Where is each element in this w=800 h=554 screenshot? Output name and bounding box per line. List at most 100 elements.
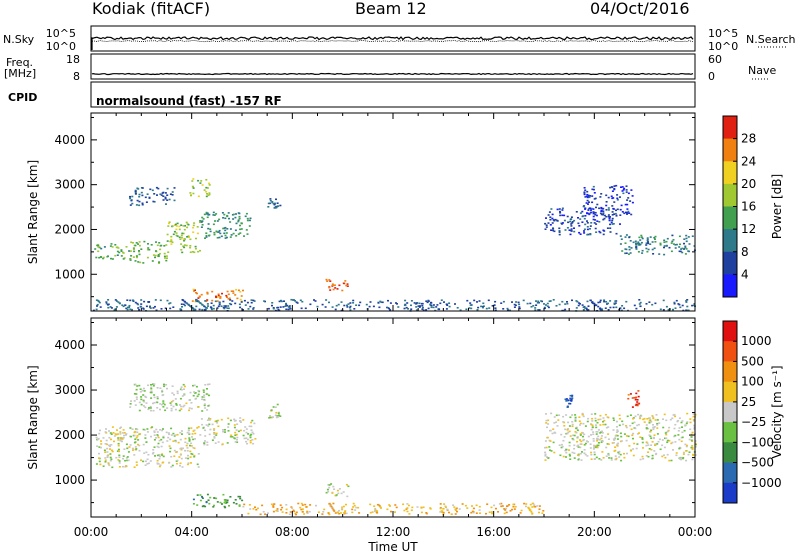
data-cell bbox=[201, 308, 204, 311]
data-cell bbox=[435, 306, 438, 308]
data-cell bbox=[615, 184, 618, 187]
data-cell bbox=[158, 262, 160, 264]
data-cell bbox=[129, 444, 132, 446]
data-cell bbox=[690, 433, 693, 436]
data-cell bbox=[592, 433, 595, 436]
data-cell bbox=[249, 436, 252, 439]
data-cell bbox=[201, 184, 204, 186]
data-cell bbox=[246, 233, 249, 235]
data-cell bbox=[280, 299, 282, 302]
data-cell bbox=[211, 299, 214, 302]
data-cell bbox=[112, 432, 115, 434]
data-cell bbox=[204, 407, 207, 409]
y-tick-label: 1000 bbox=[54, 267, 85, 281]
data-cell bbox=[591, 420, 594, 422]
data-cell bbox=[345, 503, 347, 506]
data-cell bbox=[197, 453, 200, 455]
data-cell bbox=[594, 211, 597, 214]
data-cell bbox=[586, 309, 589, 311]
data-cell bbox=[571, 395, 574, 398]
data-cell bbox=[232, 218, 235, 220]
data-cell bbox=[330, 506, 333, 508]
data-cell bbox=[595, 206, 597, 209]
data-cell bbox=[565, 432, 568, 435]
data-cell bbox=[158, 261, 161, 263]
data-cell bbox=[681, 426, 683, 428]
data-cell bbox=[224, 500, 227, 502]
data-cell bbox=[593, 444, 596, 447]
data-cell bbox=[336, 489, 339, 492]
data-cell bbox=[562, 455, 565, 458]
data-cell bbox=[534, 307, 537, 309]
data-cell bbox=[595, 431, 598, 433]
data-cell bbox=[626, 199, 629, 201]
data-cell bbox=[595, 231, 598, 233]
data-cell bbox=[155, 309, 158, 312]
data-cell bbox=[584, 215, 587, 217]
data-cell bbox=[328, 279, 331, 281]
data-cell bbox=[216, 422, 219, 424]
data-cell bbox=[590, 458, 593, 460]
data-cell bbox=[165, 203, 167, 205]
data-cell bbox=[549, 224, 552, 226]
data-cell bbox=[595, 426, 598, 429]
data-cell bbox=[108, 436, 111, 439]
data-cell bbox=[189, 450, 192, 453]
data-cell bbox=[554, 218, 557, 221]
y-tick-label: 4000 bbox=[54, 133, 85, 147]
data-cell bbox=[205, 393, 208, 395]
data-cell bbox=[579, 433, 582, 435]
data-cell bbox=[589, 225, 592, 227]
data-cell bbox=[425, 309, 428, 311]
data-cell bbox=[203, 442, 206, 444]
data-cell bbox=[577, 457, 580, 460]
data-cell bbox=[661, 444, 664, 447]
data-cell bbox=[357, 506, 360, 509]
data-cell bbox=[181, 466, 184, 468]
data-cell bbox=[182, 225, 185, 227]
data-cell bbox=[416, 506, 419, 508]
data-cell bbox=[254, 506, 256, 508]
data-cell bbox=[122, 252, 125, 254]
data-cell bbox=[605, 426, 608, 429]
data-cell bbox=[169, 438, 172, 441]
data-cell bbox=[235, 288, 238, 291]
data-cell bbox=[594, 413, 597, 415]
data-cell bbox=[251, 439, 254, 441]
data-cell bbox=[639, 417, 642, 420]
data-cell bbox=[612, 208, 615, 210]
data-cell bbox=[286, 304, 289, 307]
data-cell bbox=[355, 506, 358, 509]
colorbar-segment bbox=[723, 321, 737, 342]
data-cell bbox=[327, 490, 330, 493]
data-cell bbox=[568, 430, 571, 433]
data-cell bbox=[171, 225, 174, 227]
data-cell bbox=[436, 304, 439, 306]
data-cell bbox=[594, 219, 597, 221]
data-cell bbox=[215, 432, 218, 435]
data-cell bbox=[208, 182, 211, 185]
data-cell bbox=[272, 505, 275, 507]
data-cell bbox=[289, 511, 292, 513]
data-cell bbox=[606, 227, 609, 229]
data-cell bbox=[678, 246, 681, 248]
data-cell bbox=[640, 415, 643, 417]
data-cell bbox=[180, 389, 183, 391]
data-cell bbox=[564, 308, 567, 311]
data-cell bbox=[569, 416, 572, 419]
data-cell bbox=[599, 301, 602, 303]
data-cell bbox=[331, 306, 334, 308]
data-cell bbox=[271, 304, 273, 307]
data-cell bbox=[206, 299, 209, 301]
data-cell bbox=[687, 250, 690, 252]
data-cell bbox=[171, 191, 174, 193]
data-cell bbox=[448, 511, 450, 514]
data-cell bbox=[131, 242, 134, 244]
data-cell bbox=[267, 202, 270, 205]
data-cell bbox=[643, 417, 646, 420]
data-cell bbox=[538, 508, 541, 510]
data-cell bbox=[691, 458, 694, 461]
data-cell bbox=[351, 508, 354, 511]
data-cell bbox=[249, 217, 252, 220]
data-cell bbox=[691, 440, 694, 442]
